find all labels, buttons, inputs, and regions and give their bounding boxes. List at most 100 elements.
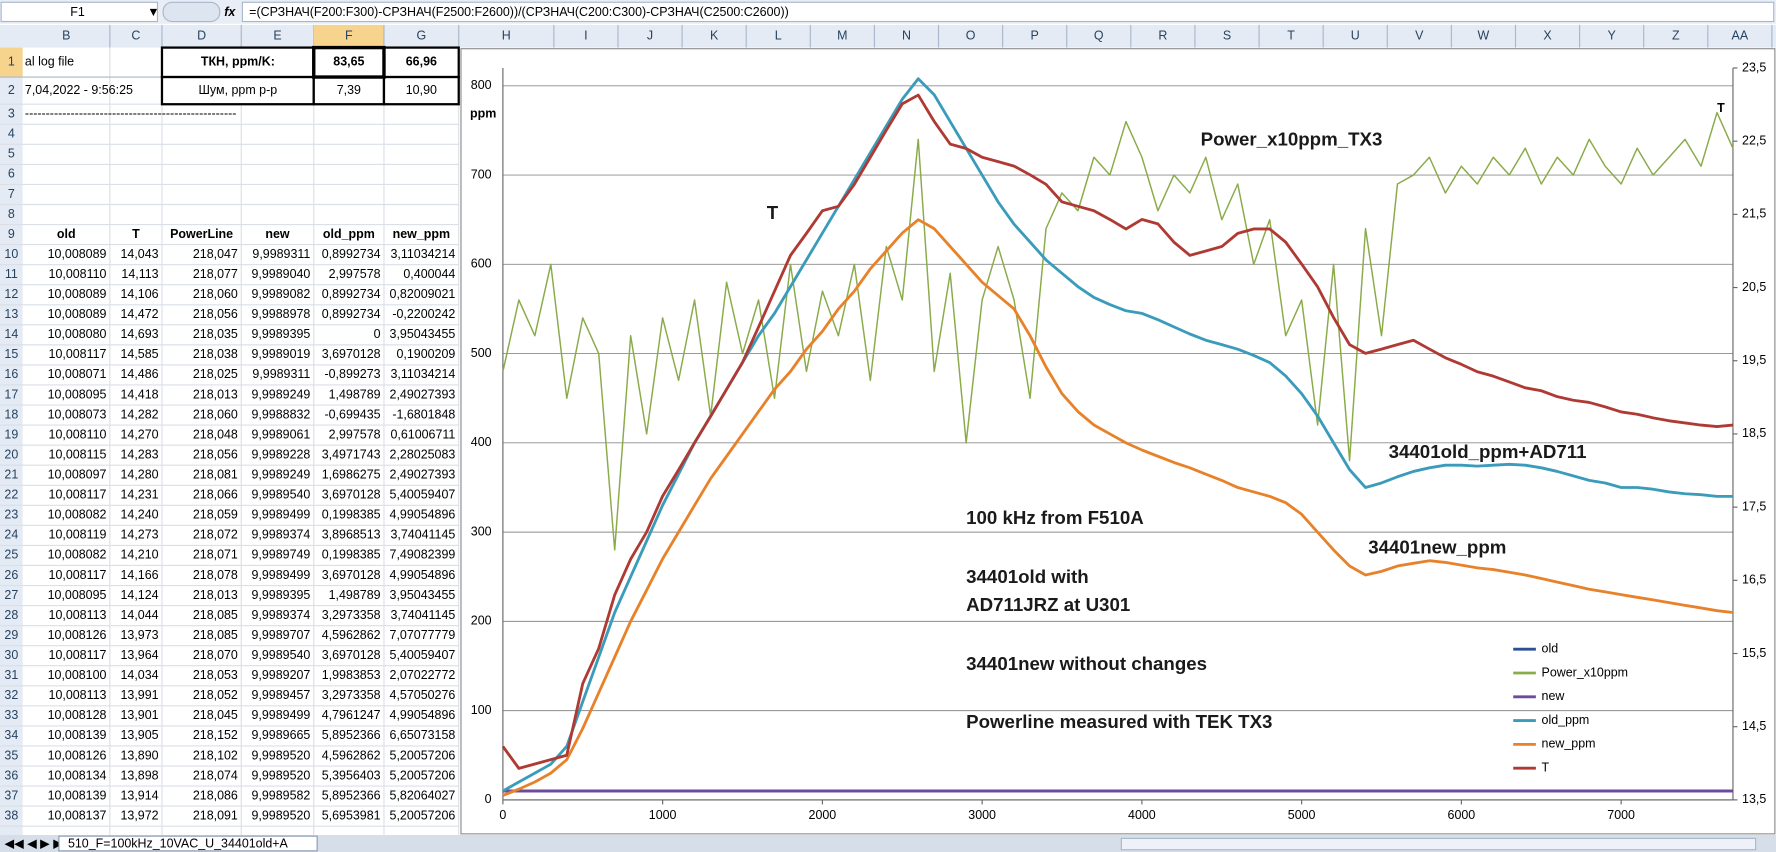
tkn-value: 66,96: [406, 55, 437, 69]
column-header: W: [1478, 29, 1490, 43]
x-tick-label: 6000: [1448, 808, 1476, 822]
cell: 14,044: [120, 608, 158, 622]
cell: 218,045: [193, 708, 238, 722]
y2-tick-label: 21,5: [1742, 207, 1766, 221]
cell: 9,9988832: [251, 407, 310, 421]
series-line: [502, 111, 1734, 551]
cell: 218,013: [193, 387, 238, 401]
formula-input[interactable]: [241, 1, 1775, 23]
cell: 3,74041145: [390, 608, 455, 622]
legend-label: old_ppm: [1542, 713, 1590, 727]
cell: -0,699435: [324, 407, 380, 421]
sheet-tab[interactable]: [58, 835, 318, 852]
row-header: 25: [4, 548, 18, 562]
cell: al log file: [25, 55, 74, 69]
row-header: 27: [4, 588, 18, 602]
cell: 14,106: [120, 287, 158, 301]
cell: 10,008134: [48, 768, 107, 782]
cell: 14,166: [120, 568, 158, 582]
cell: 13,905: [120, 728, 158, 742]
column-header: S: [1223, 29, 1231, 43]
column-header-bar: [0, 24, 1776, 48]
y2-tick-label: 15,5: [1742, 646, 1766, 660]
cell: 14,240: [120, 508, 158, 522]
row-header: 20: [4, 447, 18, 461]
cell: 10,008082: [48, 548, 107, 562]
row-header: 29: [4, 628, 18, 642]
cell: 14,280: [120, 468, 158, 482]
row-header: 16: [4, 367, 18, 381]
cell: 218,025: [193, 367, 238, 381]
cell: 10,008139: [48, 728, 107, 742]
cell: 0,61006711: [390, 427, 455, 441]
name-box[interactable]: [0, 1, 159, 23]
cell: 10,008095: [48, 387, 107, 401]
cell: 9,9989540: [251, 488, 310, 502]
cell: 9,9989520: [251, 748, 310, 762]
cell: 2,28025083: [390, 447, 456, 461]
column-header: O: [966, 29, 976, 43]
row-header: 30: [4, 648, 18, 662]
row-header: 38: [4, 808, 18, 822]
row-header: 14: [4, 327, 18, 341]
cell: 10,008137: [48, 808, 107, 822]
legend-label: new_ppm: [1542, 737, 1596, 751]
noise-value: 10,90: [406, 83, 437, 97]
cell: 13,898: [120, 768, 158, 782]
cell: 0,1998385: [322, 548, 381, 562]
cell: 14,585: [120, 347, 158, 361]
column-title: new_ppm: [393, 227, 450, 241]
row-header: 11: [5, 267, 18, 281]
legend-label: old: [1542, 641, 1559, 655]
cell: 14,418: [120, 387, 158, 401]
column-header: U: [1351, 29, 1360, 43]
cell: 9,9989395: [251, 588, 310, 602]
series-line: [502, 218, 1734, 797]
y2-tick-label: 18,5: [1742, 426, 1766, 440]
cell: 14,472: [120, 307, 158, 321]
cell: 7,04,2022 - 9:56:25: [25, 83, 133, 97]
y2-tick-label: 23,5: [1742, 60, 1766, 74]
cell: 14,273: [120, 528, 158, 542]
cell: 3,95043455: [390, 588, 456, 602]
column-header: N: [902, 29, 911, 43]
cell: 14,034: [120, 668, 158, 682]
fx-icon[interactable]: fx: [224, 5, 236, 19]
x-tick-label: 3000: [968, 808, 996, 822]
cell: 14,270: [120, 427, 158, 441]
y2-tick-label: 20,5: [1742, 280, 1766, 294]
row-header: 2: [8, 83, 15, 97]
cell: 10,008113: [49, 688, 107, 702]
cell: 14,282: [120, 407, 158, 421]
cell: 218,035: [193, 327, 238, 341]
fx-buttons[interactable]: [162, 1, 221, 23]
cell: 4,5962862: [322, 748, 381, 762]
cell: 218,081: [193, 468, 238, 482]
tab-nav[interactable]: ◀◀ ◀ ▶ ▶▶: [5, 836, 73, 850]
name-box-text: F1: [70, 5, 85, 19]
h-scrollbar[interactable]: [1120, 837, 1757, 851]
x-tick-label: 2000: [809, 808, 837, 822]
row-header: 36: [4, 768, 18, 782]
cell: 218,070: [193, 648, 238, 662]
cell: 0: [374, 327, 381, 341]
row-header: 6: [8, 167, 15, 181]
cell: 9,9989582: [251, 788, 310, 802]
cell: 1,9983853: [322, 668, 381, 682]
column-header: X: [1543, 29, 1552, 43]
cell: 4,57050276: [390, 688, 456, 702]
annotation: AD711JRZ at U301: [966, 594, 1130, 615]
cell: 14,283: [120, 447, 158, 461]
row-header: 33: [4, 708, 18, 722]
y-tick-label: 800: [471, 78, 492, 92]
cell: 10,008082: [48, 508, 107, 522]
cell: 5,8952366: [322, 728, 381, 742]
row-header: 4: [8, 127, 15, 141]
dropdown-arrow[interactable]: ▼: [147, 5, 159, 19]
x-tick-label: 7000: [1607, 808, 1635, 822]
annotation: 34401new_ppm: [1368, 536, 1506, 557]
cell: 5,20057206: [390, 748, 456, 762]
cell: 0,8992734: [322, 287, 381, 301]
y-tick-label: 600: [471, 257, 492, 271]
cell: 10,008113: [49, 608, 107, 622]
